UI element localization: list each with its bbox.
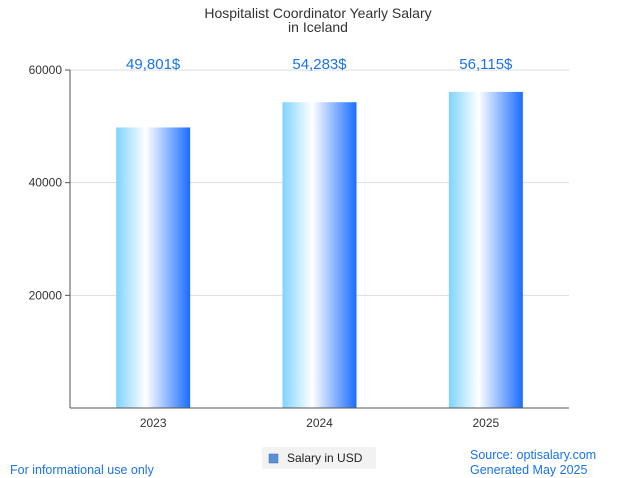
chart-title-line-1: Hospitalist Coordinator Yearly Salary <box>204 5 431 21</box>
footer-generated: Generated May 2025 <box>470 463 587 477</box>
x-axis-ticks: 2023 2024 2025 <box>140 416 500 430</box>
legend-background <box>262 447 376 469</box>
bar-2024 <box>282 102 357 409</box>
y-tick-label-0: 20000 <box>29 288 63 302</box>
footer-disclaimer: For informational use only <box>10 463 155 477</box>
x-tick-label-2024: 2024 <box>306 416 333 430</box>
legend: Salary in USD <box>262 447 376 469</box>
y-tick-label-2: 60000 <box>29 63 63 77</box>
legend-label: Salary in USD <box>287 451 363 465</box>
footer-source: Source: optisalary.com <box>470 448 596 462</box>
data-label-2023: 49,801$ <box>126 56 181 73</box>
data-label-2024: 54,283$ <box>292 56 347 73</box>
y-axis-ticks: 20000 40000 60000 <box>29 63 70 302</box>
chart-title-line-2: in Iceland <box>288 19 348 35</box>
x-tick-label-2023: 2023 <box>140 416 167 430</box>
bars <box>116 91 523 409</box>
bar-2025 <box>448 91 523 408</box>
legend-swatch <box>268 453 279 464</box>
data-labels: 49,801$ 54,283$ 56,115$ <box>126 56 513 73</box>
x-tick-label-2025: 2025 <box>472 416 499 430</box>
bar-2023 <box>116 127 191 408</box>
data-label-2025: 56,115$ <box>459 56 513 73</box>
y-tick-label-1: 40000 <box>29 176 63 190</box>
